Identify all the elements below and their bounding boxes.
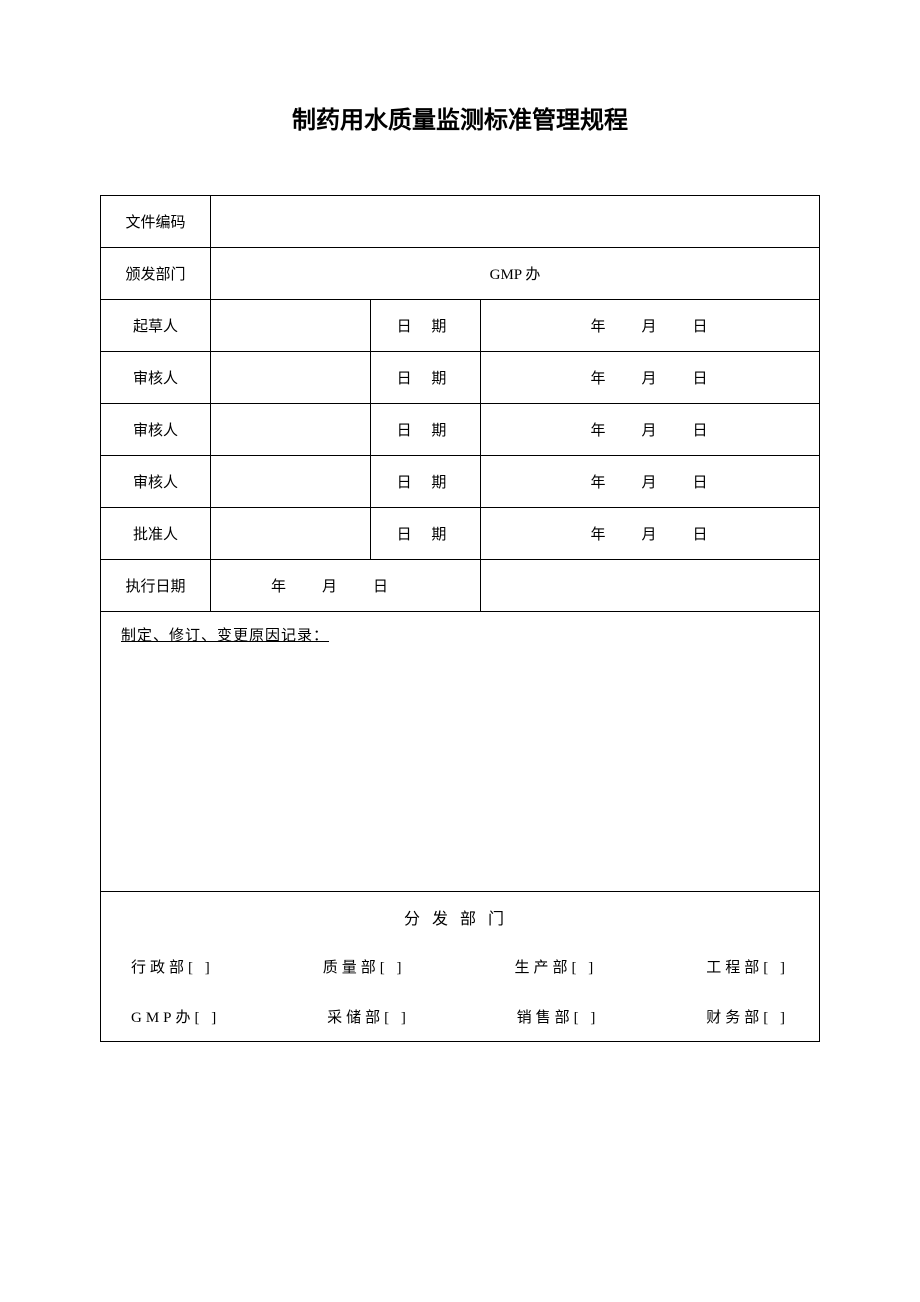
reviewer1-date: 年 月 日	[481, 352, 820, 404]
drafter-value	[211, 300, 371, 352]
document-title: 制药用水质量监测标准管理规程	[100, 100, 820, 135]
distribution-row-1: 行政部[ ] 质量部[ ] 生产部[ ] 工程部[ ]	[101, 942, 820, 992]
date-label: 日 期	[371, 404, 481, 456]
exec-date-extra	[481, 560, 820, 612]
approver-label: 批准人	[101, 508, 211, 560]
issuing-dept-label: 颁发部门	[101, 248, 211, 300]
dist-item: 销售部[ ]	[517, 1006, 600, 1027]
approver-date: 年 月 日	[481, 508, 820, 560]
date-label: 日 期	[371, 508, 481, 560]
record-label: 制定、修订、变更原因记录：	[121, 628, 329, 644]
exec-date-value: 年 月 日	[211, 560, 481, 612]
reviewer1-value	[211, 352, 371, 404]
form-table: 文件编码 颁发部门 GMP 办 起草人 日 期 年 月 日 审核人 日 期 年 …	[100, 195, 820, 1042]
dist-item: GMP办[ ]	[131, 1006, 220, 1027]
reviewer3-label: 审核人	[101, 456, 211, 508]
dist-item: 行政部[ ]	[131, 956, 214, 977]
record-section: 制定、修订、变更原因记录：	[101, 612, 820, 892]
dist-item: 采储部[ ]	[327, 1006, 410, 1027]
file-code-label: 文件编码	[101, 196, 211, 248]
drafter-label: 起草人	[101, 300, 211, 352]
reviewer1-label: 审核人	[101, 352, 211, 404]
distribution-header: 分发部门	[101, 892, 820, 942]
approver-value	[211, 508, 371, 560]
date-label: 日 期	[371, 300, 481, 352]
drafter-date: 年 月 日	[481, 300, 820, 352]
dist-item: 工程部[ ]	[706, 956, 789, 977]
reviewer2-date: 年 月 日	[481, 404, 820, 456]
exec-date-label: 执行日期	[101, 560, 211, 612]
reviewer3-date: 年 月 日	[481, 456, 820, 508]
dist-item: 财务部[ ]	[706, 1006, 789, 1027]
reviewer3-value	[211, 456, 371, 508]
distribution-row-2: GMP办[ ] 采储部[ ] 销售部[ ] 财务部[ ]	[101, 992, 820, 1042]
date-label: 日 期	[371, 456, 481, 508]
file-code-value	[211, 196, 820, 248]
date-label: 日 期	[371, 352, 481, 404]
reviewer2-value	[211, 404, 371, 456]
reviewer2-label: 审核人	[101, 404, 211, 456]
issuing-dept-value: GMP 办	[211, 248, 820, 300]
dist-item: 质量部[ ]	[323, 956, 406, 977]
dist-item: 生产部[ ]	[515, 956, 598, 977]
